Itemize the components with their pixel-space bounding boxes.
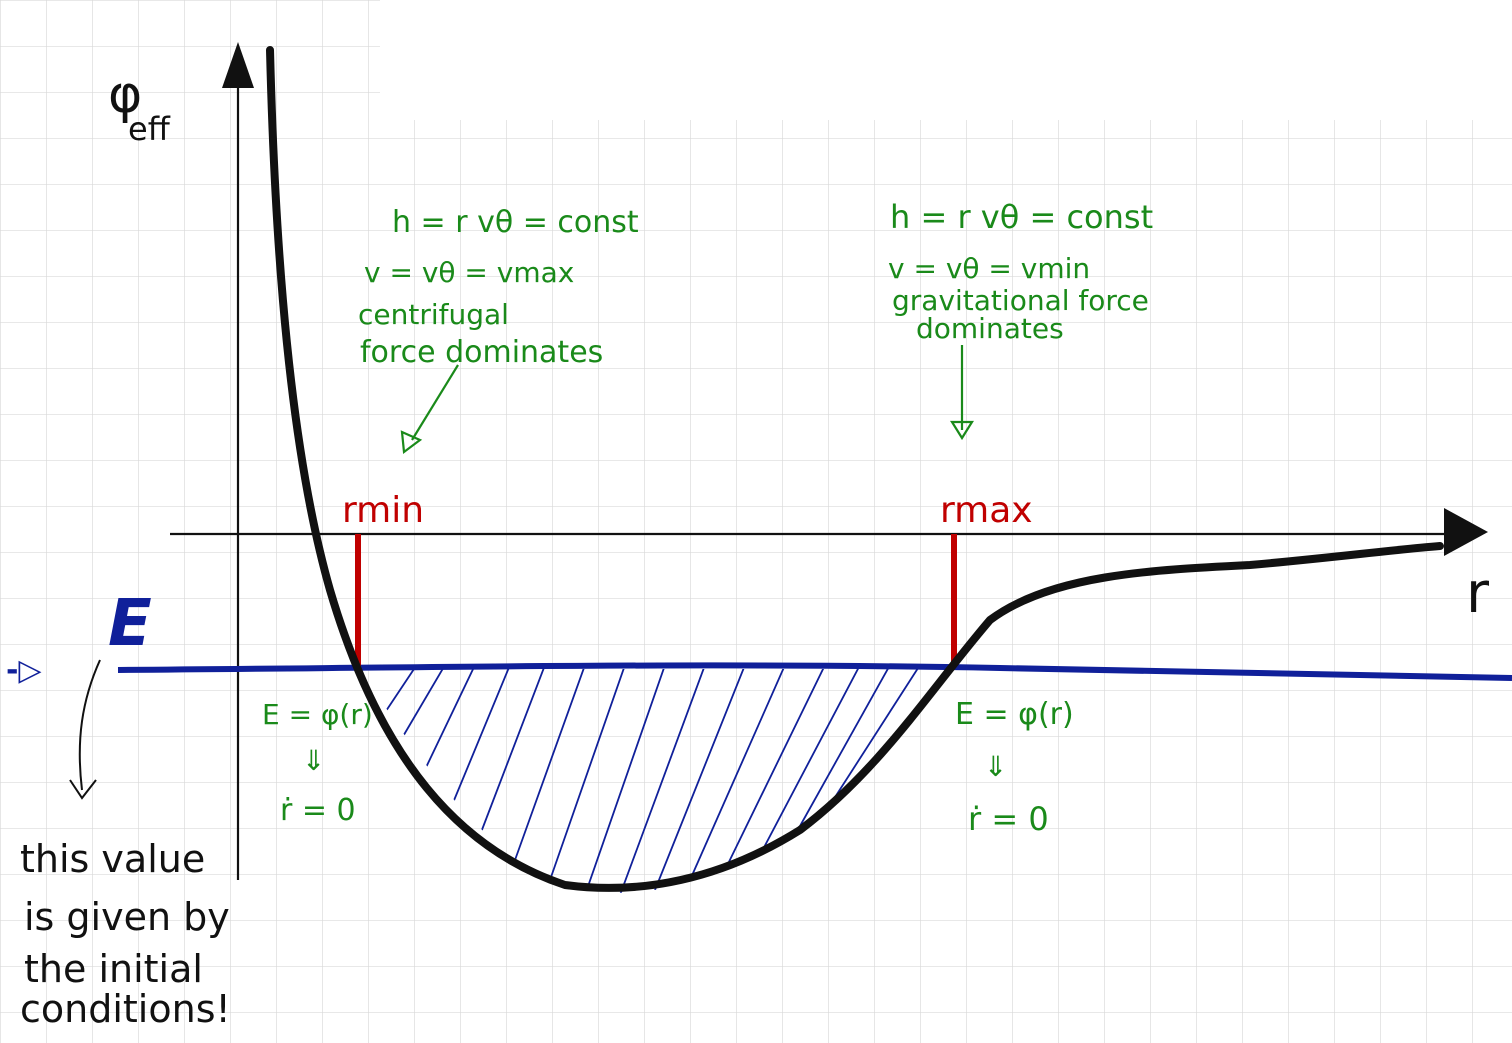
right-note-line-3: gravitational force: [892, 284, 1149, 317]
right-condition-equation: E = φ(r): [955, 697, 1074, 732]
energy-level-line: [117, 662, 1512, 681]
right-condition-result: ṙ = 0: [968, 800, 1049, 838]
r-min-label: rmin: [342, 490, 424, 531]
left-note-line-2: v = vθ = vmax: [364, 256, 574, 289]
left-condition-implies-icon: ⇓: [302, 744, 325, 777]
left-note-line-1: h = r vθ = const: [392, 205, 639, 240]
energy-note-line-3: the initial: [24, 947, 203, 991]
y-axis-label-subscript: eff: [128, 110, 171, 148]
bound-orbit-hatching: [379, 669, 921, 893]
energy-label: E: [108, 587, 152, 661]
y-axis-arrowhead: [222, 42, 254, 88]
x-axis-arrowhead: [1444, 508, 1488, 556]
energy-note-line-1: this value: [20, 837, 205, 881]
right-note-line-1: h = r vθ = const: [890, 198, 1153, 236]
left-condition-result: ṙ = 0: [280, 793, 356, 828]
energy-pointer-icon: -▷: [6, 653, 42, 688]
energy-note-arrow: [78, 659, 101, 791]
right-condition-implies-icon: ⇓: [984, 750, 1007, 783]
energy-note-line-2: is given by: [24, 895, 230, 939]
right-note-line-4: dominates: [916, 312, 1064, 345]
effective-potential-curve: [266, 46, 1444, 892]
top-white-patch: [380, 0, 1512, 120]
x-axis-label: r: [1466, 561, 1490, 626]
left-note-line-3: centrifugal: [358, 298, 509, 331]
left-note-line-4: force dominates: [360, 335, 603, 370]
energy-note-arrowhead-icon: [69, 779, 97, 800]
energy-note-line-4: conditions!: [20, 987, 231, 1031]
left-note-arrowhead-icon: [400, 430, 423, 455]
right-note-line-2: v = vθ = vmin: [888, 252, 1090, 285]
right-note-arrowhead-icon: [950, 420, 974, 441]
y-axis-label: φ: [108, 65, 142, 125]
left-note-arrow: [411, 364, 459, 441]
r-max-label: rmax: [940, 490, 1033, 531]
left-condition-equation: E = φ(r): [262, 698, 373, 731]
